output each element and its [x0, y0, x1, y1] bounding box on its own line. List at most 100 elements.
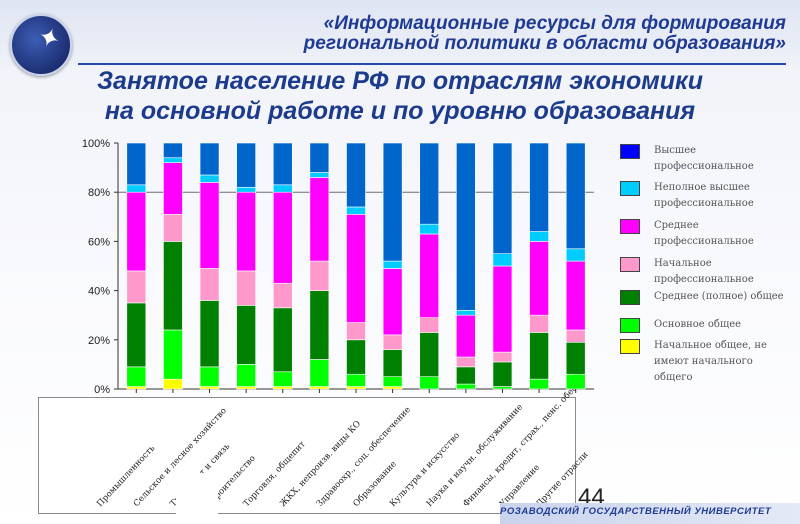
- y-tick-label: 80%: [88, 187, 110, 199]
- header-line-2: региональной политики в области образова…: [303, 33, 786, 54]
- bar-segment: [492, 361, 513, 387]
- bar-segment: [456, 309, 476, 316]
- bar-segment: [346, 373, 366, 387]
- legend-label: Начальное общее, не имеют начального общ…: [654, 340, 767, 383]
- bar-segment: [309, 177, 330, 262]
- y-tick-label: 40%: [88, 286, 110, 298]
- legend-label: Основное общее: [654, 319, 742, 330]
- bar-segment: [199, 366, 220, 387]
- bar-segment: [272, 191, 293, 284]
- bar-segment: [199, 386, 220, 390]
- bar-segment: [126, 184, 147, 193]
- header-band: [0, 0, 800, 66]
- bar-segment: [419, 223, 440, 235]
- slide-title-line-1: Занятое население РФ по отраслям экономи…: [96, 67, 703, 95]
- bar-segment: [126, 142, 147, 186]
- bar-segment: [382, 142, 403, 262]
- bar-segment: [456, 314, 476, 358]
- bar-segment: [529, 241, 549, 316]
- bar-segment: [309, 142, 330, 173]
- bar-segment: [492, 142, 513, 254]
- bar-segment: [309, 172, 330, 178]
- legend-swatch: [620, 257, 640, 272]
- bar-segment: [492, 351, 513, 363]
- bar-segment: [163, 162, 183, 215]
- legend-swatch: [620, 318, 640, 333]
- header-divider: [78, 63, 786, 65]
- bar-segment: [126, 366, 147, 387]
- bar-segment: [163, 329, 183, 380]
- bar-segment: [382, 334, 403, 350]
- bar-segment: [199, 268, 220, 301]
- bar-segment: [163, 142, 183, 159]
- bar-segment: [529, 378, 549, 390]
- bar-segment: [419, 376, 440, 390]
- legend-label: Среднее профессиональное: [654, 220, 754, 247]
- x-category-label: Культура и искусство: [388, 431, 462, 509]
- bar-segment: [346, 339, 366, 375]
- bar-segment: [199, 182, 220, 269]
- bar-segment: [346, 206, 366, 215]
- bar-segment: [492, 386, 513, 390]
- bar-segment: [236, 270, 256, 306]
- bar-segment: [456, 356, 476, 368]
- bar-segment: [529, 332, 549, 380]
- bar-segment: [163, 378, 183, 390]
- bar-segment: [419, 233, 440, 318]
- bar-segment: [419, 142, 440, 225]
- bar-segment: [272, 142, 293, 186]
- bar-segment: [236, 142, 256, 188]
- bar-segment: [529, 314, 549, 333]
- bar-segment: [382, 268, 403, 336]
- bar-segment: [309, 290, 330, 360]
- legend-swatch: [620, 144, 640, 159]
- legend-label: Неполное высшее профессиональное: [654, 182, 754, 209]
- bar-segment: [199, 300, 220, 368]
- bar-segment: [236, 305, 256, 365]
- footer-bar: РОЗАВОДСКИЙ ГОСУДАРСТВЕННЫЙ УНИВЕРСИТЕТ: [500, 503, 800, 524]
- legend-swatch: [620, 219, 640, 234]
- bar-segment: [346, 386, 366, 390]
- bar-segment: [236, 191, 256, 272]
- bar-segment: [529, 142, 549, 232]
- bar-segment: [492, 253, 513, 267]
- bar-segment: [272, 386, 293, 390]
- bar-segment: [126, 191, 147, 272]
- bar-segment: [382, 260, 403, 269]
- bar-segment: [309, 359, 330, 387]
- bar-segment: [163, 214, 183, 242]
- bar-segment: [565, 248, 586, 262]
- bar-segment: [163, 157, 183, 163]
- bar-segment: [382, 349, 403, 378]
- legend-label: Среднее (полное) общее: [654, 291, 784, 302]
- bar-segment: [346, 142, 366, 208]
- bar-segment: [236, 364, 256, 387]
- header-title: «Информационные ресурсы для формирования…: [304, 14, 786, 54]
- bar-segment: [199, 174, 220, 183]
- bar-segment: [346, 322, 366, 341]
- bar-segment: [199, 142, 220, 176]
- bar-segment: [456, 383, 476, 390]
- bar-segment: [382, 386, 403, 390]
- header-line-1: «Информационные ресурсы для формирования: [323, 13, 786, 34]
- bar-segment: [565, 341, 586, 375]
- footer-text: РОЗАВОДСКИЙ ГОСУДАРСТВЕННЫЙ УНИВЕРСИТЕТ: [500, 506, 772, 517]
- bar-segment: [272, 282, 293, 309]
- bar-segment: [529, 231, 549, 242]
- bar-segment: [565, 260, 586, 331]
- bar-segment: [126, 270, 147, 304]
- y-tick-label: 60%: [88, 236, 110, 248]
- y-tick-label: 20%: [88, 335, 110, 347]
- bar-segment: [419, 332, 440, 378]
- bar-segment: [126, 302, 147, 368]
- slide-title: Занятое население РФ по отраслям экономи…: [60, 66, 740, 126]
- legend-swatch: [620, 339, 640, 354]
- bar-segment: [492, 265, 513, 353]
- legend-label: Начальное профессиональное: [654, 258, 754, 285]
- bar-segment: [456, 142, 476, 311]
- bar-segment: [419, 317, 440, 333]
- bar-segment: [346, 214, 366, 323]
- category-labels-box: [38, 397, 576, 514]
- bar-segment: [309, 260, 330, 291]
